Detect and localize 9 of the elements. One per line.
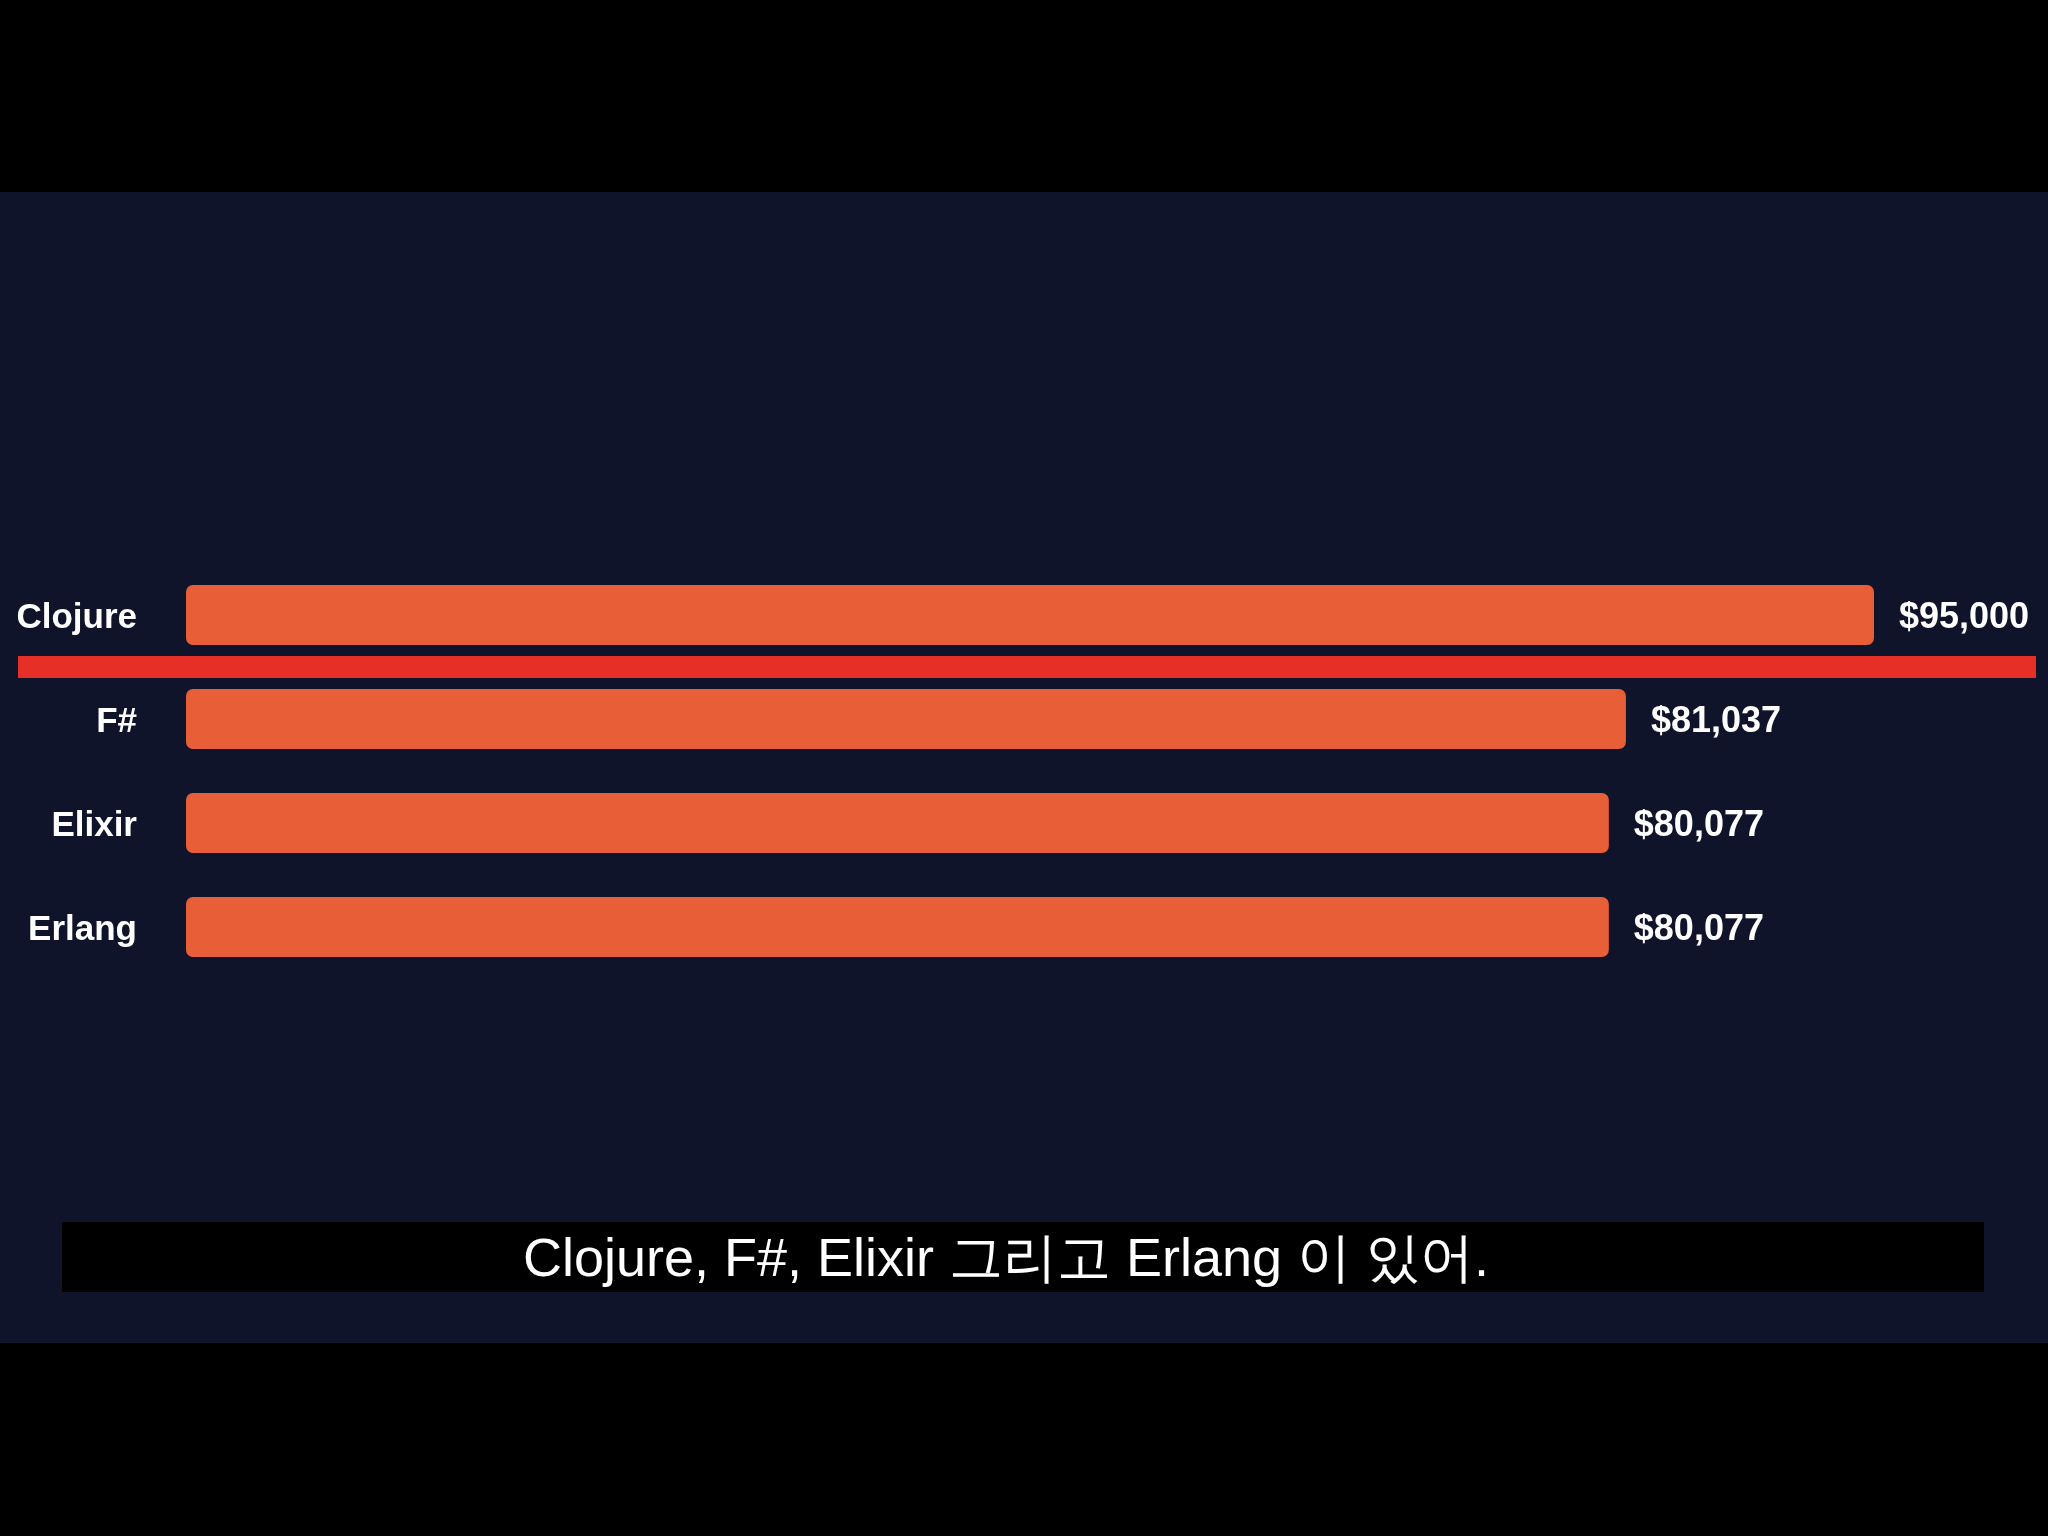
y-tick-label: Erlang [28,907,137,947]
y-tick-label: F# [96,699,137,739]
data-label: $80,077 [1633,906,1764,948]
y-tick-label: Elixir [51,803,138,843]
data-label: $81,037 [1650,698,1782,740]
data-label: $95,000 [1899,594,2030,636]
data-label: $80,077 [1633,802,1764,844]
text: Clojure, F#, Elixir 그리고 Erlang 이 있어. [522,1227,1490,1287]
y-tick-label: Clojure [16,595,137,635]
